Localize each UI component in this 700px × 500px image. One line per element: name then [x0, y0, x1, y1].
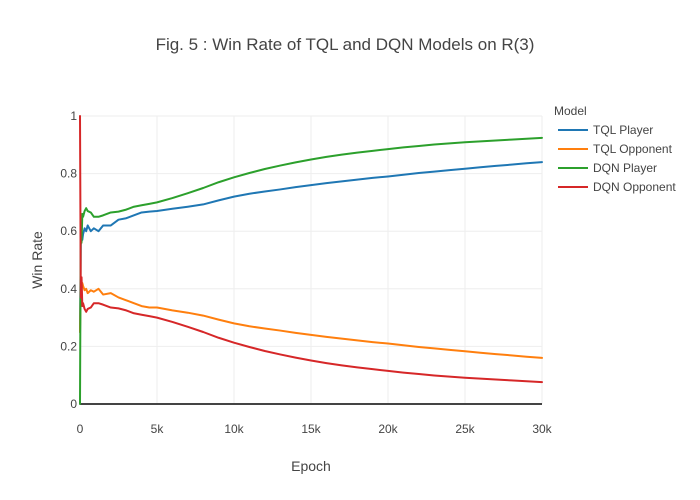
x-tick-label: 10k: [224, 422, 244, 436]
legend-label: DQN Player: [593, 161, 657, 175]
x-tick-label: 5k: [151, 422, 165, 436]
y-tick-label: 0.6: [60, 224, 77, 238]
y-tick-label: 1: [70, 109, 77, 123]
legend-label: DQN Opponent: [593, 180, 676, 194]
legend[interactable]: Model TQL Player TQL Opponent DQN Player DQ…: [554, 104, 676, 194]
chart-title: Fig. 5 : Win Rate of TQL and DQN Models …: [156, 35, 535, 54]
grid: [80, 115, 543, 404]
legend-label: TQL Player: [593, 123, 653, 137]
x-axis-title: Epoch: [291, 458, 331, 474]
series-line-dqn-opponent[interactable]: [79, 115, 543, 384]
x-tick-label: 15k: [301, 422, 321, 436]
x-tick-label: 25k: [455, 422, 475, 436]
axes: 0 0.2 0.4 0.6 0.8 1 0 5k 10k 15k 20k 25k 30k: [60, 109, 552, 436]
y-tick-label: 0: [70, 397, 77, 411]
legend-label: TQL Opponent: [593, 142, 673, 156]
series-line-dqn-player[interactable]: [79, 136, 543, 405]
legend-item-tql-player[interactable]: TQL Player: [558, 123, 653, 137]
legend-item-dqn-opponent[interactable]: DQN Opponent: [558, 180, 676, 194]
legend-title: Model: [554, 104, 587, 118]
x-tick-label: 0: [77, 422, 84, 436]
x-tick-label: 30k: [532, 422, 552, 436]
series-line-tql-opponent[interactable]: [79, 276, 543, 359]
y-tick-label: 0.8: [60, 167, 77, 181]
plot-area: [79, 115, 543, 405]
y-tick-label: 0.4: [60, 282, 77, 296]
legend-item-tql-opponent[interactable]: TQL Opponent: [558, 142, 673, 156]
legend-item-dqn-player[interactable]: DQN Player: [558, 161, 657, 175]
y-axis-title: Win Rate: [29, 231, 45, 289]
y-tick-label: 0.2: [60, 339, 77, 353]
x-tick-label: 20k: [378, 422, 398, 436]
series-line-tql-player[interactable]: [79, 161, 543, 333]
